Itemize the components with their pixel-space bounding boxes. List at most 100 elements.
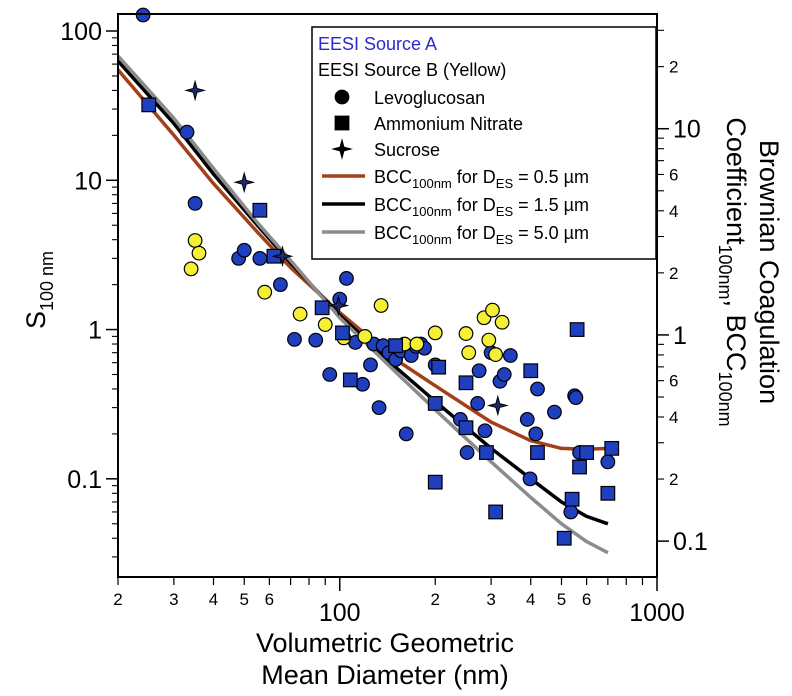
data-point-circle-source-b [488,347,504,362]
data-point-star-source-a [271,245,294,268]
data-point-circle-source-a [236,242,252,258]
data-point-circle-source-a [459,445,475,460]
data-point-circle-source-a [398,426,414,442]
x-minor-tick-label: 4 [526,590,535,609]
y2-minor-tick-label: 4 [669,202,678,221]
data-point-circle-source-a [471,363,487,379]
data-point-circle-source-a [563,504,579,520]
x-minor-tick-label: 2 [113,590,122,609]
data-points [135,7,620,546]
legend-marker-square [334,115,350,131]
y2-minor-tick-label: 4 [669,408,678,427]
data-point-circle-source-b [317,317,333,332]
data-point-circle-source-a [322,367,338,382]
data-point-circle-source-b [427,325,443,341]
data-point-square-source-a [431,359,447,375]
data-point-square-source-a [388,338,404,354]
data-point-circle-source-a [530,381,545,397]
data-point-square-source-a [335,325,350,341]
y2-axis-label-line1: Brownian Coagulation [754,140,784,404]
y2-minor-tick-label: 2 [669,58,678,77]
data-point-circle-source-a [600,454,616,470]
data-point-circle-source-a [496,367,512,382]
data-point-square-source-a [427,396,443,411]
data-point-circle-source-a [502,348,518,363]
data-point-circle-source-a [522,471,538,487]
legend-label-square: Ammonium Nitrate [374,114,523,134]
legend-marker-star [331,138,353,160]
x-minor-tick-label: 5 [240,590,249,609]
data-point-circle-source-a [371,400,387,416]
data-point-circle-source-b [485,302,500,318]
data-point-circle-source-a [308,332,324,348]
plot-frame [117,13,658,578]
data-point-circle-source-b [481,332,497,348]
data-point-circle-source-a [477,423,493,439]
data-point-circle-source-b [461,345,477,361]
legend: EESI Source A EESI Source B (Yellow) Lev… [311,26,657,260]
data-point-circle-source-a [187,196,203,211]
data-point-star-source-a [327,294,350,317]
data-point-circle-source-b [183,261,199,277]
data-point-square-source-a [600,485,616,501]
legend-marker-circle [334,89,350,105]
data-point-star-source-a [184,79,207,102]
data-point-circle-source-b [257,284,273,300]
data-point-circle-source-b [187,233,203,248]
data-point-square-source-a [564,491,580,507]
y-tick-label: 100 [60,18,102,46]
x-minor-tick-label: 6 [582,590,591,609]
y2-minor-tick-label: 2 [669,470,678,489]
legend-curve-label-3: BCC100nm for DES = 5.0 µm [374,223,589,247]
data-point-square-source-a [342,372,358,388]
legend-curve-label-2: BCC100nm for DES = 1.5 µm [374,195,589,219]
data-point-circle-source-a [547,404,562,420]
data-point-square-source-a [458,420,474,436]
y-tick-label: 1 [88,317,102,345]
data-point-circle-source-a [363,357,378,373]
data-point-circle-source-a [355,376,370,392]
data-point-circle-source-b [409,336,425,352]
legend-box [311,26,657,260]
data-point-circle-source-b [373,298,389,313]
y2-minor-tick-label: 6 [669,372,678,391]
data-point-star-source-a [486,394,509,417]
legend-source-b: EESI Source B (Yellow) [318,60,506,80]
data-point-circle-source-a [179,124,195,140]
x-tick-label: 100 [319,599,361,627]
x-minor-tick-label: 3 [169,590,178,609]
x-minor-tick-label: 4 [209,590,218,609]
data-point-square-source-a [252,202,268,218]
y-tick-label: 10 [74,167,102,195]
data-point-square-source-a [479,445,494,460]
data-point-circle-source-a [252,250,268,266]
fit-curve-2 [116,59,609,526]
legend-curve-label-1: BCC100nm for DES = 0.5 µm [374,167,589,191]
y-axis-label: S100 nm [21,251,57,329]
x-minor-tick-label: 6 [265,590,274,609]
data-point-circle-source-a [568,390,584,406]
legend-source-a: EESI Source A [318,34,437,54]
data-point-circle-source-a [272,277,288,293]
data-point-square-source-a [556,530,572,546]
x-tick-label: 1000 [629,599,685,627]
data-point-star-source-a [233,171,256,194]
x-minor-tick-label: 5 [557,590,566,609]
data-point-square-source-a [141,97,157,113]
data-point-square-source-a [523,363,539,379]
x-minor-tick-label: 3 [486,590,495,609]
x-axis-label-line1: Volumetric Geometric [256,628,514,658]
data-point-circle-source-a [519,412,535,427]
data-point-square-source-a [604,440,620,456]
data-point-square-source-a [530,445,545,460]
data-point-square-source-a [427,474,443,490]
fit-curve-3 [116,54,609,555]
data-point-circle-source-a [135,7,151,23]
y2-minor-tick-label: 2 [669,264,678,283]
data-point-circle-source-a [470,396,486,411]
data-point-circle-source-a [339,271,354,286]
data-point-square-source-a [572,459,587,475]
data-point-square-source-a [488,504,504,520]
x-axis-label-line2: Mean Diameter (nm) [261,660,509,690]
